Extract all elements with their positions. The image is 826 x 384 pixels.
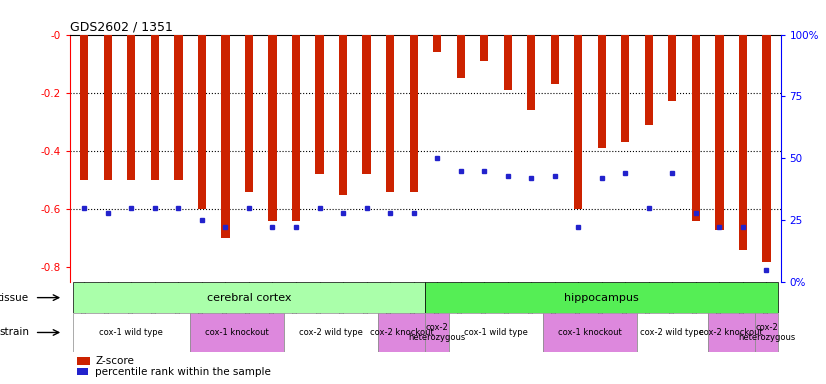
Bar — [190, 313, 284, 352]
Text: cox-2 knockout: cox-2 knockout — [700, 328, 763, 337]
Bar — [715, 35, 724, 230]
Text: cox-2 wild type: cox-2 wild type — [299, 328, 363, 337]
Bar — [104, 35, 112, 180]
Bar — [621, 35, 629, 142]
Bar — [127, 35, 135, 180]
Bar — [645, 35, 653, 125]
Bar — [425, 313, 449, 352]
Bar — [268, 35, 277, 221]
Text: percentile rank within the sample: percentile rank within the sample — [95, 367, 271, 377]
Text: cox-2 knockout: cox-2 knockout — [370, 328, 434, 337]
Bar — [339, 35, 347, 195]
Text: Z-score: Z-score — [95, 356, 134, 366]
Text: cox-1 wild type: cox-1 wild type — [99, 328, 164, 337]
Text: cox-2
heterozygous: cox-2 heterozygous — [738, 323, 795, 342]
Bar — [762, 35, 771, 262]
Bar — [78, 356, 90, 365]
Bar — [73, 282, 425, 313]
Text: tissue: tissue — [0, 293, 29, 303]
Bar — [449, 313, 543, 352]
Bar — [668, 35, 676, 101]
Bar — [425, 282, 778, 313]
Bar — [543, 313, 637, 352]
Bar — [691, 35, 700, 221]
Bar — [378, 313, 425, 352]
Bar — [551, 35, 559, 84]
Bar — [151, 35, 159, 180]
Bar — [386, 35, 394, 192]
Text: cox-2 wild type: cox-2 wild type — [640, 328, 705, 337]
Bar — [221, 35, 230, 238]
Text: hippocampus: hippocampus — [564, 293, 639, 303]
Text: cerebral cortex: cerebral cortex — [206, 293, 292, 303]
Bar — [457, 35, 465, 78]
Bar — [480, 35, 488, 61]
Bar — [755, 313, 778, 352]
Bar — [80, 35, 88, 180]
Bar — [598, 35, 606, 148]
Bar — [527, 35, 535, 110]
Bar — [574, 35, 582, 209]
Bar — [316, 35, 324, 174]
Bar — [174, 35, 183, 180]
Text: cox-2
heterozygous: cox-2 heterozygous — [409, 323, 466, 342]
Bar — [433, 35, 441, 52]
Text: cox-1 wild type: cox-1 wild type — [464, 328, 528, 337]
Bar — [244, 35, 253, 192]
Bar — [738, 35, 747, 250]
Text: cox-1 knockout: cox-1 knockout — [558, 328, 622, 337]
Text: GDS2602 / 1351: GDS2602 / 1351 — [70, 20, 173, 33]
Bar — [363, 35, 371, 174]
Bar — [504, 35, 512, 90]
Bar — [78, 368, 88, 375]
Bar — [73, 313, 190, 352]
Bar — [708, 313, 755, 352]
Bar — [410, 35, 418, 192]
Text: cox-1 knockout: cox-1 knockout — [206, 328, 269, 337]
Bar — [292, 35, 300, 221]
Text: strain: strain — [0, 328, 29, 338]
Bar — [197, 35, 206, 209]
Bar — [637, 313, 708, 352]
Bar — [284, 313, 378, 352]
